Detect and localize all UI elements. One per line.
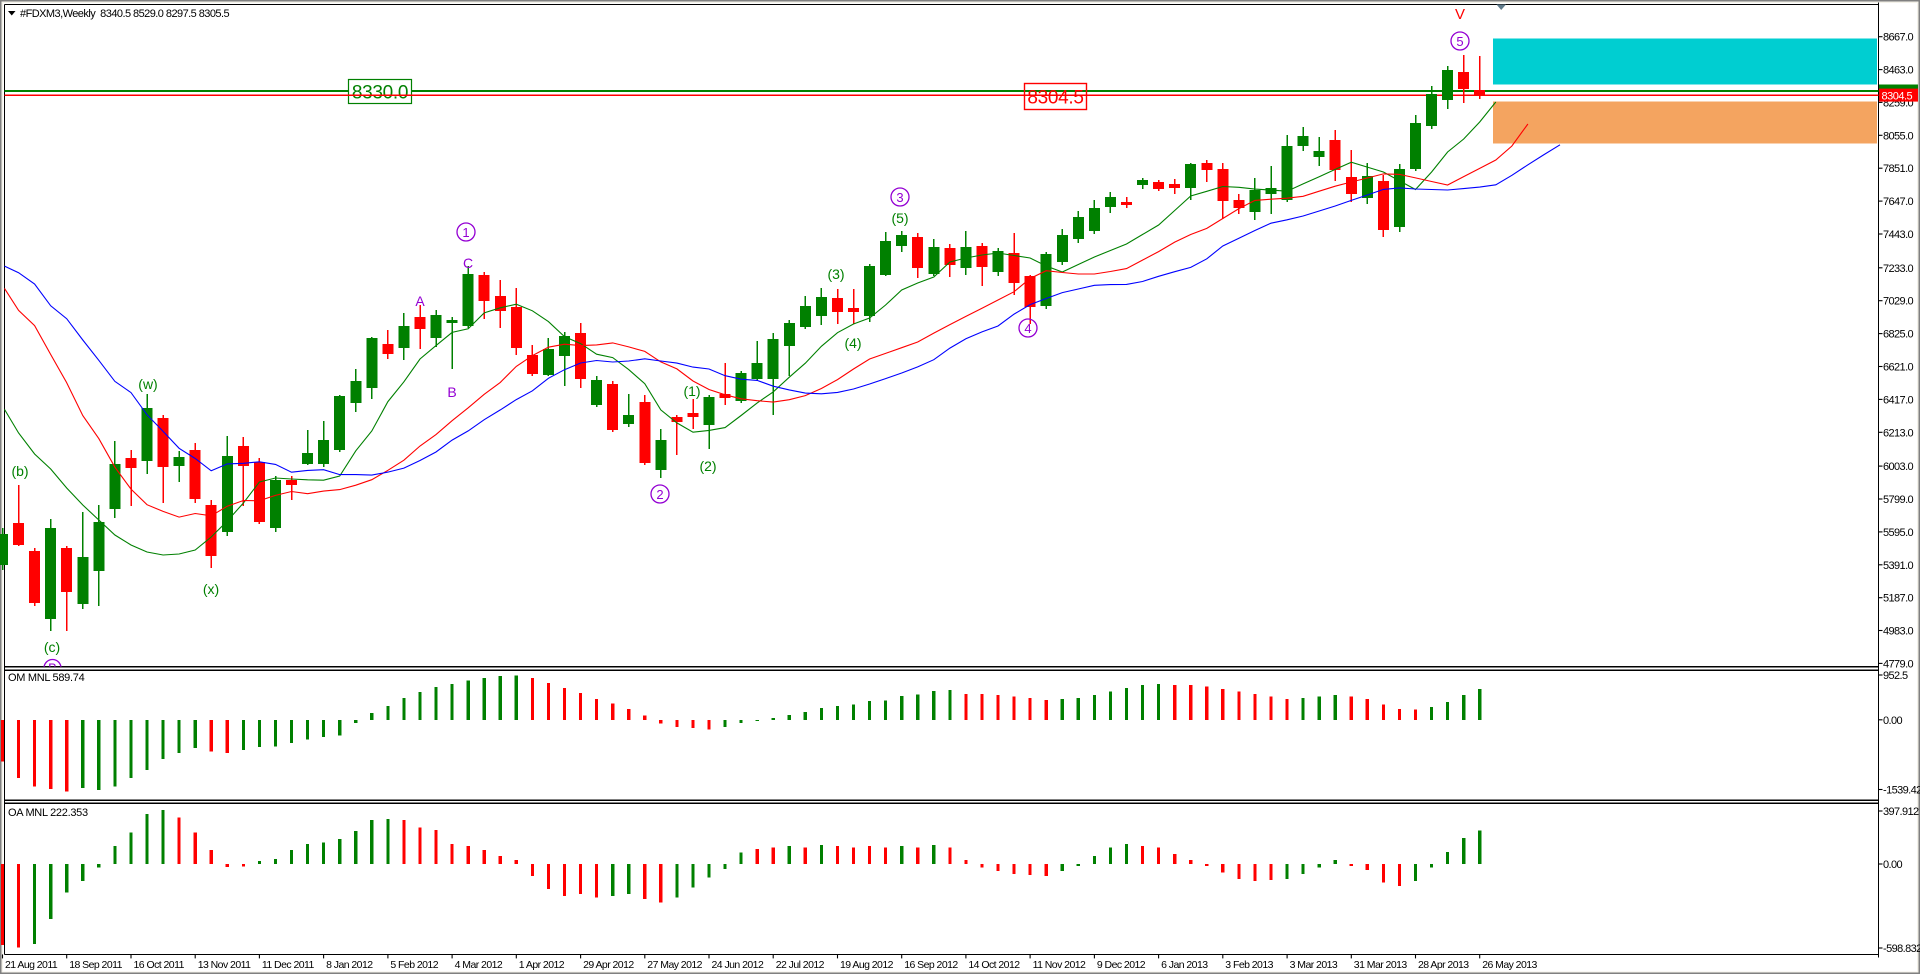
svg-text:8667.0: 8667.0 (1883, 32, 1914, 44)
svg-text:8304.5: 8304.5 (1882, 90, 1913, 102)
svg-text:16 Oct 2011: 16 Oct 2011 (134, 959, 185, 971)
svg-text:27 May 2012: 27 May 2012 (647, 959, 702, 971)
svg-text:-1539.42: -1539.42 (1883, 785, 1920, 797)
svg-text:11 Nov 2012: 11 Nov 2012 (1033, 959, 1086, 971)
svg-text:26 May 2013: 26 May 2013 (1482, 959, 1537, 971)
svg-text:4: 4 (1024, 321, 1031, 336)
svg-text:#FDXM3,Weekly 8340.5 8529.0 8: #FDXM3,Weekly 8340.5 8529.0 8297.5 8305.… (20, 8, 230, 20)
svg-text:5 Feb 2012: 5 Feb 2012 (390, 959, 438, 971)
svg-text:1: 1 (462, 225, 469, 240)
svg-text:5595.0: 5595.0 (1883, 527, 1914, 539)
svg-text:3: 3 (896, 190, 903, 205)
svg-text:4 Mar 2012: 4 Mar 2012 (455, 959, 503, 971)
svg-text:-598.832: -598.832 (1883, 943, 1920, 955)
svg-text:(4): (4) (844, 335, 861, 351)
svg-text:8330.0: 8330.0 (352, 83, 408, 104)
svg-text:8304.5: 8304.5 (1027, 88, 1083, 109)
svg-text:OA MNL 222.353: OA MNL 222.353 (8, 807, 88, 819)
svg-text:5187.0: 5187.0 (1883, 593, 1914, 605)
svg-text:5: 5 (1456, 34, 1463, 49)
svg-text:7233.0: 7233.0 (1883, 263, 1914, 275)
svg-text:28 Apr 2013: 28 Apr 2013 (1418, 959, 1469, 971)
svg-text:8463.0: 8463.0 (1883, 65, 1914, 77)
svg-text:1 Apr 2012: 1 Apr 2012 (519, 959, 565, 971)
svg-text:9 Dec 2012: 9 Dec 2012 (1097, 959, 1146, 971)
svg-text:29 Apr 2012: 29 Apr 2012 (583, 959, 634, 971)
svg-text:22 Jul 2012: 22 Jul 2012 (776, 959, 825, 971)
svg-text:(5): (5) (891, 210, 908, 226)
svg-text:13 Nov 2011: 13 Nov 2011 (198, 959, 251, 971)
svg-text:(x): (x) (203, 581, 219, 597)
svg-text:952.5: 952.5 (1883, 670, 1908, 682)
svg-text:21 Aug 2011: 21 Aug 2011 (5, 959, 58, 971)
svg-text:(3): (3) (827, 266, 844, 282)
svg-text:6003.0: 6003.0 (1883, 461, 1914, 473)
svg-text:6621.0: 6621.0 (1883, 362, 1914, 374)
svg-text:7647.0: 7647.0 (1883, 196, 1914, 208)
svg-text:B: B (48, 661, 57, 676)
svg-text:5799.0: 5799.0 (1883, 494, 1914, 506)
svg-text:(w): (w) (138, 376, 157, 392)
svg-text:4983.0: 4983.0 (1883, 626, 1914, 638)
svg-text:8055.0: 8055.0 (1883, 130, 1914, 142)
svg-text:3 Mar 2013: 3 Mar 2013 (1290, 959, 1338, 971)
svg-text:OM MNL 589.74: OM MNL 589.74 (8, 672, 85, 684)
svg-text:7443.0: 7443.0 (1883, 229, 1914, 241)
svg-text:6 Jan 2013: 6 Jan 2013 (1161, 959, 1208, 971)
svg-text:6825.0: 6825.0 (1883, 329, 1914, 341)
svg-text:A: A (415, 293, 425, 309)
svg-text:C: C (463, 255, 473, 271)
svg-text:7851.0: 7851.0 (1883, 163, 1914, 175)
svg-text:4779.0: 4779.0 (1883, 658, 1914, 670)
svg-text:(c): (c) (44, 639, 60, 655)
svg-text:6417.0: 6417.0 (1883, 394, 1914, 406)
svg-text:19 Aug 2012: 19 Aug 2012 (840, 959, 894, 971)
svg-text:(b): (b) (11, 463, 28, 479)
svg-text:3 Feb 2013: 3 Feb 2013 (1225, 959, 1273, 971)
svg-text:(1): (1) (683, 383, 700, 399)
svg-text:B: B (447, 384, 456, 400)
svg-text:14 Oct 2012: 14 Oct 2012 (968, 959, 1020, 971)
svg-text:16 Sep 2012: 16 Sep 2012 (904, 959, 958, 971)
svg-text:6213.0: 6213.0 (1883, 427, 1914, 439)
svg-text:0.00: 0.00 (1883, 859, 1902, 871)
svg-text:(2): (2) (699, 458, 716, 474)
svg-text:397.912: 397.912 (1883, 806, 1919, 818)
svg-text:11 Dec 2011: 11 Dec 2011 (262, 959, 315, 971)
svg-text:7029.0: 7029.0 (1883, 296, 1914, 308)
svg-text:8 Jan 2012: 8 Jan 2012 (326, 959, 373, 971)
svg-text:0.00: 0.00 (1883, 715, 1902, 727)
svg-text:24 Jun 2012: 24 Jun 2012 (712, 959, 764, 971)
svg-text:18 Sep 2011: 18 Sep 2011 (69, 959, 122, 971)
svg-text:V: V (1455, 6, 1465, 23)
svg-text:5391.0: 5391.0 (1883, 560, 1914, 572)
svg-text:2: 2 (656, 487, 663, 502)
svg-text:31 Mar 2013: 31 Mar 2013 (1354, 959, 1408, 971)
